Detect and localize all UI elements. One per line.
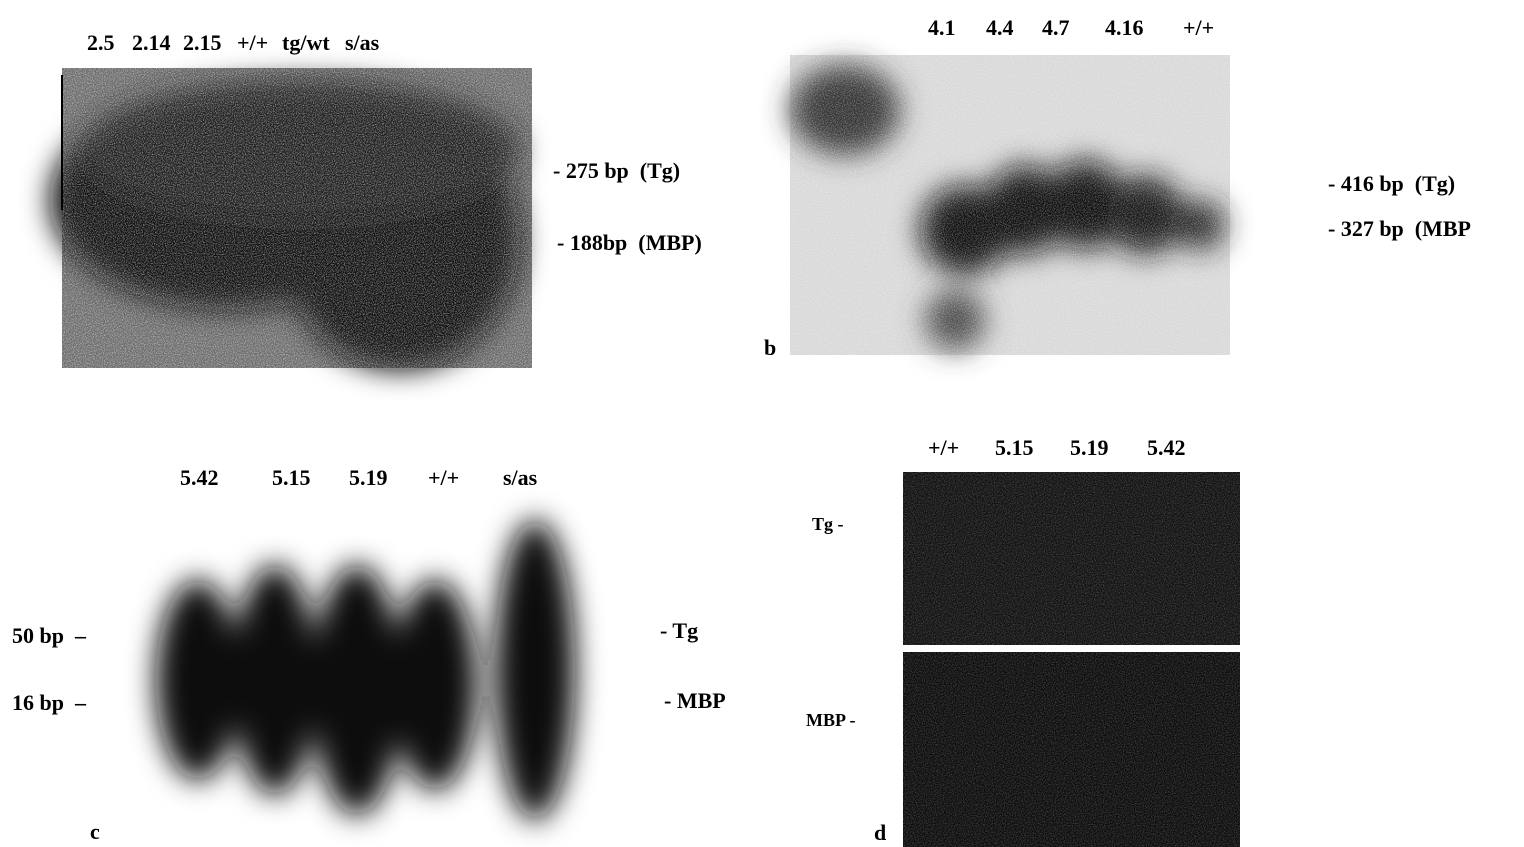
lane-label: s/as bbox=[345, 30, 380, 55]
band-marker: - 275 bp (Tg) bbox=[553, 158, 680, 183]
lane-label: +/+ bbox=[237, 30, 268, 55]
lane-label: tg/wt bbox=[282, 30, 330, 55]
lane-label: +/+ bbox=[1183, 15, 1214, 40]
lane-label: 4.7 bbox=[1042, 15, 1070, 40]
lane-label: 2.15 bbox=[183, 30, 222, 55]
panel-label: c bbox=[90, 819, 100, 844]
size-marker: 50 bp – bbox=[12, 623, 87, 648]
lane-label: 4.4 bbox=[986, 15, 1014, 40]
lane-label: 5.19 bbox=[349, 465, 388, 490]
lane-label: 5.15 bbox=[272, 465, 311, 490]
lane-label: +/+ bbox=[928, 435, 959, 460]
band-marker: - Tg bbox=[660, 618, 698, 643]
figure: 2.5 2.14 2.15 +/+ tg/wt s/as - 275 bp (T… bbox=[0, 0, 1524, 847]
gel-d bbox=[903, 472, 1240, 847]
lane-label: 5.42 bbox=[1147, 435, 1186, 460]
lane-label: 4.1 bbox=[928, 15, 956, 40]
band-marker: - MBP bbox=[664, 688, 726, 713]
lane-label: 5.19 bbox=[1070, 435, 1109, 460]
size-marker: 16 bp – bbox=[12, 690, 87, 715]
band-marker: - 188bp (MBP) bbox=[557, 230, 702, 255]
lane-label: 4.16 bbox=[1105, 15, 1144, 40]
band-marker: MBP - bbox=[806, 710, 856, 730]
band-marker: - 416 bp (Tg) bbox=[1328, 171, 1455, 196]
lane-label: 5.42 bbox=[180, 465, 219, 490]
gel-b bbox=[790, 55, 1230, 355]
lane-label: 2.5 bbox=[87, 30, 115, 55]
lane-label: 2.14 bbox=[132, 30, 171, 55]
gel-a bbox=[50, 68, 532, 370]
band-marker: Tg - bbox=[812, 514, 844, 534]
lane-label: +/+ bbox=[428, 465, 459, 490]
panel-label: d bbox=[874, 820, 886, 845]
panel-label: b bbox=[764, 335, 776, 360]
gel-c bbox=[156, 520, 575, 820]
lane-label: 5.15 bbox=[995, 435, 1034, 460]
lane-label: s/as bbox=[503, 465, 538, 490]
band-marker: - 327 bp (MBP bbox=[1328, 216, 1471, 241]
